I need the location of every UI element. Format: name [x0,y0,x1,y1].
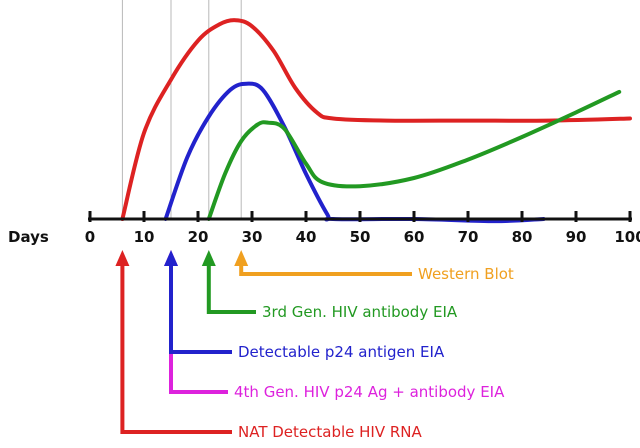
marker-arrow-head [164,250,178,266]
reference-lines [121,0,242,219]
x-axis-ticks: 0 10 20 30 40 50 60 70 80 90 100 [85,211,640,246]
marker-connector [206,264,256,314]
series-line-3 [206,89,622,221]
marker-connector [239,264,412,276]
marker-arrow-head [201,250,216,266]
x-tick-label: 80 [512,228,533,246]
marker-label: 3rd Gen. HIV antibody EIA [262,303,458,321]
marker-arrow-head [234,250,249,266]
x-tick-label: 20 [188,228,209,246]
marker-connector [169,264,232,354]
marker-label: Western Blot [418,265,514,283]
detection-markers: NAT Detectable HIV RNA 4th Gen. HIV p24 A… [115,250,514,441]
marker-connector [120,264,232,434]
marker-arrow-head [115,250,130,266]
series-curves [120,18,632,224]
x-axis-label: Days [8,228,49,246]
x-axis: Days [8,217,632,246]
x-tick-label: 90 [566,228,587,246]
x-tick-label: 0 [85,228,95,246]
marker-label: NAT Detectable HIV RNA [238,423,423,441]
x-tick-label: 70 [458,228,479,246]
x-tick-label: 10 [134,228,155,246]
x-tick-label: 100 [614,228,640,246]
x-tick-label: 50 [350,228,371,246]
marker-label: 4th Gen. HIV p24 Ag + antibody EIA [234,383,505,401]
x-tick-label: 60 [404,228,425,246]
x-tick-label: 30 [242,228,263,246]
marker-label: Detectable p24 antigen EIA [238,343,445,361]
series-line-1 [120,18,632,221]
x-tick-label: 40 [296,228,317,246]
marker-connector [169,264,228,394]
